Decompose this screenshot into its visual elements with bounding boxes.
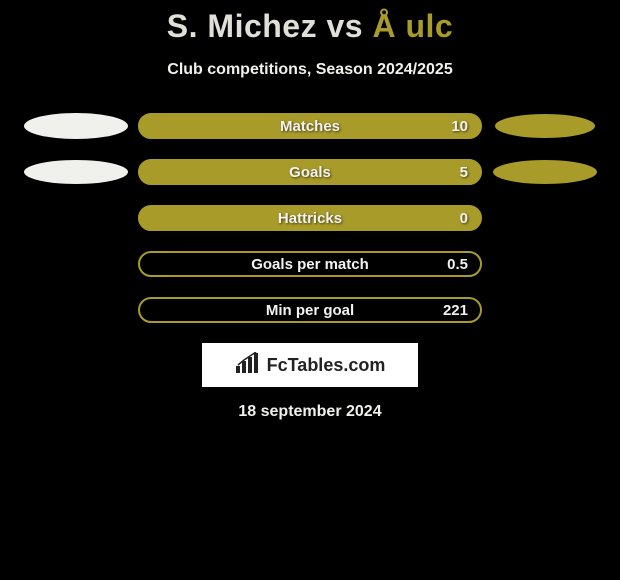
stat-bar: Goals per match 0.5 [138,251,482,277]
left-ellipse-slot [13,160,138,184]
player1-ellipse [24,113,128,139]
stat-value: 5 [460,164,468,181]
fctables-logo-box: FcTables.com [202,343,418,387]
stat-row: Min per goal 221 [0,297,620,323]
left-ellipse-slot [13,113,138,139]
fctables-logo-text: FcTables.com [267,355,386,376]
stat-value: 221 [443,302,468,319]
stat-row: Matches 10 [0,113,620,139]
stat-label: Matches [280,118,340,135]
stat-value: 0.5 [447,256,468,273]
stat-value: 10 [451,118,468,135]
player2-ellipse [495,114,595,138]
stat-bar: Min per goal 221 [138,297,482,323]
chart-bars-icon [235,352,263,379]
stats-rows: Matches 10 Goals 5 Hattricks 0 Goals per match… [0,113,620,323]
player2-ellipse [493,160,597,184]
stat-row: Goals 5 [0,159,620,185]
player2-name: Å ulc [372,8,453,44]
stat-label: Goals [289,164,331,181]
stat-label: Min per goal [266,302,354,319]
stat-bar: Hattricks 0 [138,205,482,231]
player1-ellipse [24,160,128,184]
right-ellipse-slot [482,114,607,138]
stat-value: 0 [460,210,468,227]
stat-row: Goals per match 0.5 [0,251,620,277]
stat-bar: Matches 10 [138,113,482,139]
subtitle: Club competitions, Season 2024/2025 [0,61,620,79]
right-ellipse-slot [482,160,607,184]
stat-row: Hattricks 0 [0,205,620,231]
stat-label: Hattricks [278,210,342,227]
player1-name: S. Michez [167,8,317,44]
vs-text: vs [326,8,363,44]
comparison-title: S. Michez vs Å ulc [0,0,620,45]
fctables-logo: FcTables.com [235,352,386,379]
footer-date: 18 september 2024 [0,403,620,421]
stat-bar: Goals 5 [138,159,482,185]
stat-label: Goals per match [251,256,369,273]
